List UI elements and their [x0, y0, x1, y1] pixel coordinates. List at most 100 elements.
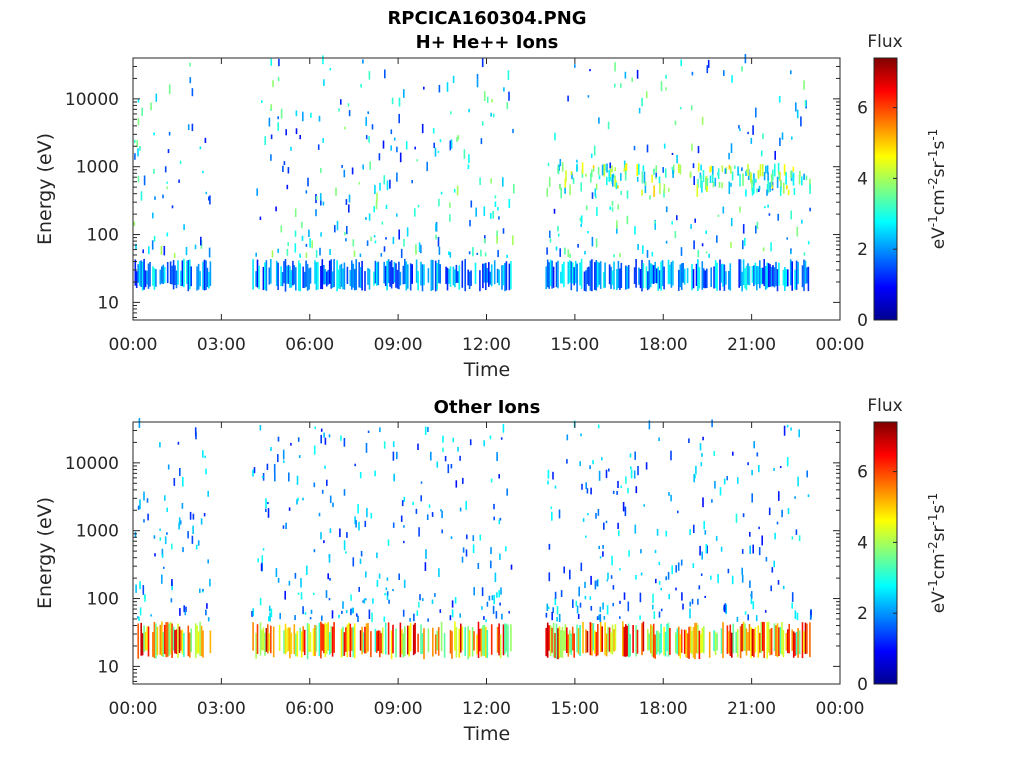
heatmap-cell	[460, 623, 462, 653]
heatmap-cell	[405, 141, 408, 150]
heatmap-cell	[578, 586, 580, 597]
heatmap-cell	[479, 534, 482, 541]
heatmap-cell	[326, 479, 328, 486]
heatmap-cell	[335, 187, 337, 196]
heatmap-cell	[647, 629, 649, 651]
heatmap-cell	[652, 265, 655, 284]
heatmap-cell	[474, 262, 477, 284]
heatmap-cell	[713, 266, 715, 289]
heatmap-cell	[691, 631, 693, 655]
heatmap-cell	[326, 271, 328, 287]
heatmap-cell	[794, 610, 797, 619]
heatmap-cell	[547, 606, 550, 610]
heatmap-cell	[579, 262, 581, 286]
heatmap-cell	[569, 260, 571, 283]
heatmap-cell	[742, 240, 744, 250]
heatmap-cell	[586, 631, 589, 653]
heatmap-cell	[209, 578, 211, 587]
heatmap-cell	[430, 451, 432, 461]
heatmap-cell	[773, 623, 776, 652]
heatmap-cell	[545, 627, 547, 657]
heatmap-cell	[150, 102, 152, 111]
heatmap-cell	[570, 261, 573, 291]
heatmap-cell	[665, 206, 668, 213]
heatmap-cell	[292, 260, 294, 286]
heatmap-cell	[745, 170, 747, 176]
heatmap-cell	[742, 621, 745, 651]
heatmap-cell	[367, 268, 369, 285]
heatmap-cell	[658, 270, 661, 289]
heatmap-cell	[260, 563, 263, 571]
heatmap-cell	[144, 631, 147, 651]
heatmap-cell	[391, 97, 394, 105]
heatmap-cell	[739, 259, 742, 286]
heatmap-cell	[756, 221, 759, 229]
heatmap-cell	[759, 164, 762, 177]
heatmap-cell	[170, 598, 173, 603]
heatmap-cell	[374, 260, 377, 284]
heatmap-cell	[654, 219, 656, 230]
heatmap-cell	[142, 585, 145, 595]
heatmap-cell	[382, 140, 385, 149]
heatmap-cell	[575, 600, 578, 607]
heatmap-cell	[609, 206, 612, 210]
x-tick-label: 21:00	[727, 699, 776, 719]
heatmap-cell	[725, 167, 728, 174]
heatmap-cell	[786, 457, 789, 467]
heatmap-cell	[159, 269, 162, 285]
heatmap-cell	[734, 165, 736, 169]
heatmap-cell	[432, 627, 434, 657]
heatmap-cell	[317, 261, 319, 290]
heatmap-cell	[369, 161, 371, 170]
heatmap-cell	[774, 532, 776, 540]
heatmap-cell	[264, 632, 266, 656]
heatmap-cell	[446, 82, 449, 92]
heatmap-cell	[625, 624, 627, 657]
heatmap-cell	[362, 632, 365, 653]
heatmap-cell	[386, 591, 389, 596]
heatmap-cell	[367, 623, 369, 652]
heatmap-cell	[605, 469, 608, 479]
heatmap-cell	[320, 434, 322, 444]
heatmap-cell	[277, 248, 279, 253]
heatmap-cell	[420, 244, 422, 254]
heatmap-cell	[546, 247, 548, 255]
heatmap-cell	[722, 263, 724, 287]
heatmap-cell	[572, 599, 574, 608]
heatmap-cell	[299, 627, 301, 651]
heatmap-cell	[468, 154, 470, 164]
heatmap-cell	[563, 630, 565, 651]
heatmap-cell	[327, 622, 329, 651]
heatmap-cell	[331, 626, 334, 657]
heatmap-cell	[750, 627, 752, 659]
heatmap-cell	[567, 249, 570, 258]
heatmap-cell	[730, 241, 732, 249]
heatmap-cell	[770, 242, 772, 252]
heatmap-cell	[607, 572, 609, 580]
heatmap-cell	[137, 117, 140, 126]
heatmap-cell	[790, 249, 792, 255]
heatmap-cell	[567, 634, 570, 657]
heatmap-cell	[187, 625, 190, 657]
heatmap-cell	[407, 264, 409, 289]
heatmap-cell	[674, 231, 677, 239]
heatmap-cell	[765, 556, 768, 562]
heatmap-cell	[730, 143, 733, 153]
heatmap-cell	[806, 267, 808, 284]
heatmap-cell	[490, 624, 493, 655]
heatmap-cell	[491, 99, 493, 103]
heatmap-cell	[419, 594, 421, 601]
heatmap-cell	[786, 185, 788, 190]
heatmap-cell	[599, 614, 602, 622]
heatmap-cell	[801, 265, 804, 288]
heatmap-cell	[719, 259, 721, 291]
heatmap-cell	[392, 451, 395, 461]
heatmap-cell	[302, 266, 304, 288]
heatmap-cell	[732, 623, 735, 654]
heatmap-cell	[697, 178, 699, 188]
heatmap-cell	[668, 492, 670, 496]
heatmap-cell	[730, 182, 732, 187]
heatmap-cell	[755, 178, 757, 183]
